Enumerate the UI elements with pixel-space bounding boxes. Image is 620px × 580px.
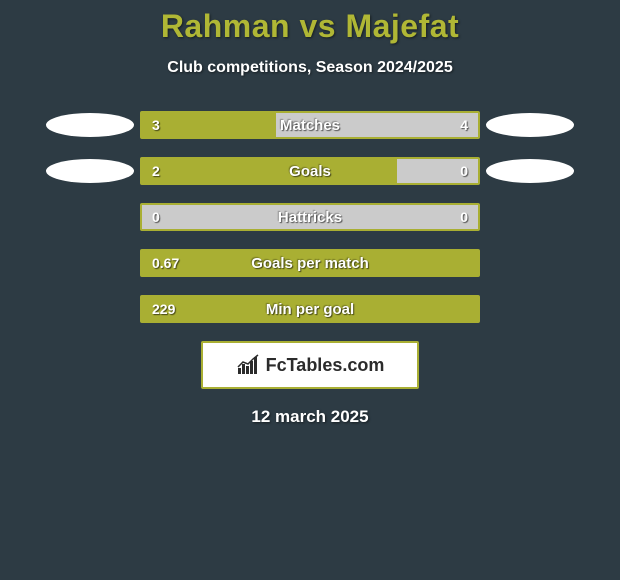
stats-list: Matches34 Goals20 Hattricks0 0 Goals per mat… — [0, 111, 620, 323]
stat-row: Min per goal229 — [0, 295, 620, 323]
brand-text: FcTables.com — [266, 355, 385, 376]
player-avatar-placeholder — [46, 113, 134, 137]
stat-bar: Min per goal229 — [140, 295, 480, 323]
stat-bar-left-fill — [142, 113, 276, 137]
stat-bar-right-fill — [276, 113, 478, 137]
player-avatar-placeholder — [486, 159, 574, 183]
comparison-card: Rahman vs Majefat Club competitions, Sea… — [0, 0, 620, 580]
stat-value-right: 0 — [460, 205, 468, 229]
player-avatar-placeholder — [46, 159, 134, 183]
left-avatar-slot — [40, 113, 140, 137]
right-avatar-slot — [480, 113, 580, 137]
chart-bars-icon — [236, 354, 262, 376]
left-avatar-slot — [40, 159, 140, 183]
stat-bar: Goals20 — [140, 157, 480, 185]
stat-row: Matches34 — [0, 111, 620, 139]
page-title: Rahman vs Majefat — [0, 8, 620, 45]
brand-plate[interactable]: FcTables.com — [201, 341, 419, 389]
stat-bar: Matches34 — [140, 111, 480, 139]
stat-bar-left-fill — [142, 297, 478, 321]
subtitle: Club competitions, Season 2024/2025 — [0, 59, 620, 77]
player-avatar-placeholder — [486, 113, 574, 137]
stat-bar: Hattricks0 0 — [140, 203, 480, 231]
right-avatar-slot — [480, 159, 580, 183]
stat-row: Goals20 — [0, 157, 620, 185]
stat-value-left: 0 — [152, 205, 160, 229]
stat-label: Hattricks — [142, 205, 478, 229]
stat-bar-right-fill — [397, 159, 478, 183]
stat-bar: Goals per match0.67 — [140, 249, 480, 277]
stat-row: Goals per match0.67 — [0, 249, 620, 277]
stat-bar-left-fill — [142, 159, 397, 183]
stat-row: Hattricks0 0 — [0, 203, 620, 231]
date-text: 12 march 2025 — [0, 407, 620, 427]
stat-bar-left-fill — [142, 251, 478, 275]
